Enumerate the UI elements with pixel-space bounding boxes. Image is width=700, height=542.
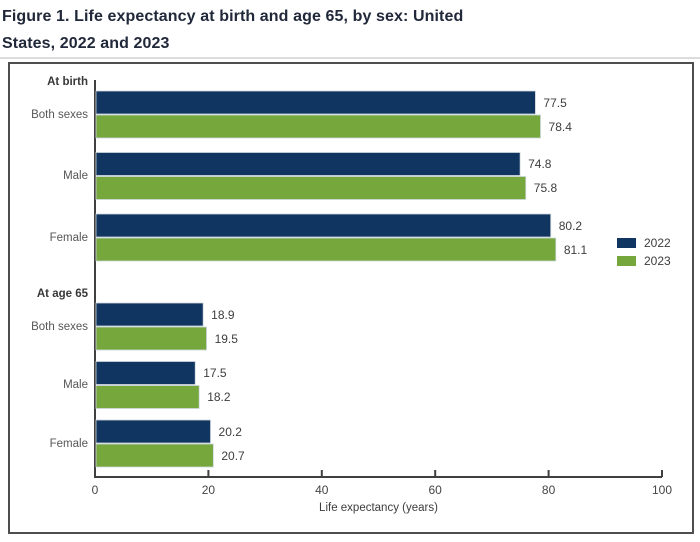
value-label-2022-0-2: 80.2 <box>558 218 583 233</box>
bar-2022-At age 65-Both sexes <box>95 302 204 327</box>
legend-label-2023: 2023 <box>644 254 671 268</box>
legend-entry-2023: 2023 <box>617 254 671 268</box>
x-axis-title: Life expectancy (years) <box>319 502 438 514</box>
figure-title-line-2: States, 2022 and 2023 <box>2 35 170 52</box>
value-label-2022-1-0: 18.9 <box>211 307 235 322</box>
legend-entry-2022: 2022 <box>617 236 671 250</box>
value-label-2023-0-2: 81.1 <box>563 242 588 257</box>
legend-label-2022: 2022 <box>644 236 671 250</box>
value-label-2023-1-2: 20.7 <box>221 448 245 463</box>
value-label-2022-1-1: 17.5 <box>203 366 227 380</box>
x-tick-label-0: 0 <box>91 483 99 497</box>
category-label-0-0: Both sexes <box>31 108 88 121</box>
group-label-1: At age 65 <box>36 288 88 300</box>
bar-2022-At birth-Both sexes <box>95 90 536 115</box>
category-label-1-1: Male <box>63 379 88 391</box>
category-label-0-2: Female <box>49 231 88 244</box>
bar-2022-At age 65-Male <box>95 361 196 385</box>
x-tick-label-20: 20 <box>201 483 216 497</box>
value-label-2023-1-0: 19.5 <box>214 331 238 346</box>
chart-legend: 2022 2023 <box>617 236 671 272</box>
x-tick-label-100: 100 <box>651 483 673 497</box>
x-tick-label-60: 60 <box>428 483 442 497</box>
value-label-2022-1-2: 20.2 <box>218 424 242 439</box>
bar-2023-At age 65-Female <box>95 443 214 468</box>
legend-swatch-2022 <box>617 238 636 248</box>
bar-2023-At birth-Both sexes <box>95 114 541 139</box>
bar-2022-At age 65-Female <box>95 419 211 444</box>
group-label-0: At birth <box>47 76 88 88</box>
bar-2023-At age 65-Male <box>95 385 200 409</box>
value-label-2023-0-1: 75.8 <box>533 181 558 195</box>
value-label-2022-0-1: 74.8 <box>528 157 552 171</box>
category-label-0-1: Male <box>63 170 88 182</box>
category-label-1-0: Both sexes <box>31 320 88 333</box>
bar-2023-At birth-Male <box>95 176 527 200</box>
figure-title-line-1: Figure 1. Life expectancy at birth and a… <box>2 8 464 25</box>
value-label-2023-1-1: 18.2 <box>207 390 231 404</box>
x-tick-label-40: 40 <box>315 483 329 497</box>
bar-2023-At birth-Female <box>95 237 557 262</box>
value-label-2022-0-0: 77.5 <box>543 95 567 110</box>
bar-2022-At birth-Female <box>95 213 552 238</box>
bar-chart-svg <box>94 80 663 478</box>
value-label-2023-0-0: 78.4 <box>548 119 572 134</box>
chart-plot-area: 0 20 40 60 80 100 At birth Both sexes 77.5 78.4 Ma… <box>8 62 694 534</box>
figure-title: Figure 1. Life expectancy at birth and a… <box>2 3 698 57</box>
x-tick-label-80: 80 <box>541 483 556 497</box>
title-divider <box>0 57 700 59</box>
chart-canvas: 0 20 40 60 80 100 At birth Both sexes 77.5 78.4 Ma… <box>10 64 692 532</box>
bar-2023-At age 65-Both sexes <box>95 326 207 351</box>
legend-swatch-2023 <box>617 256 636 266</box>
category-label-1-2: Female <box>49 437 88 450</box>
bar-2022-At birth-Male <box>95 152 521 176</box>
